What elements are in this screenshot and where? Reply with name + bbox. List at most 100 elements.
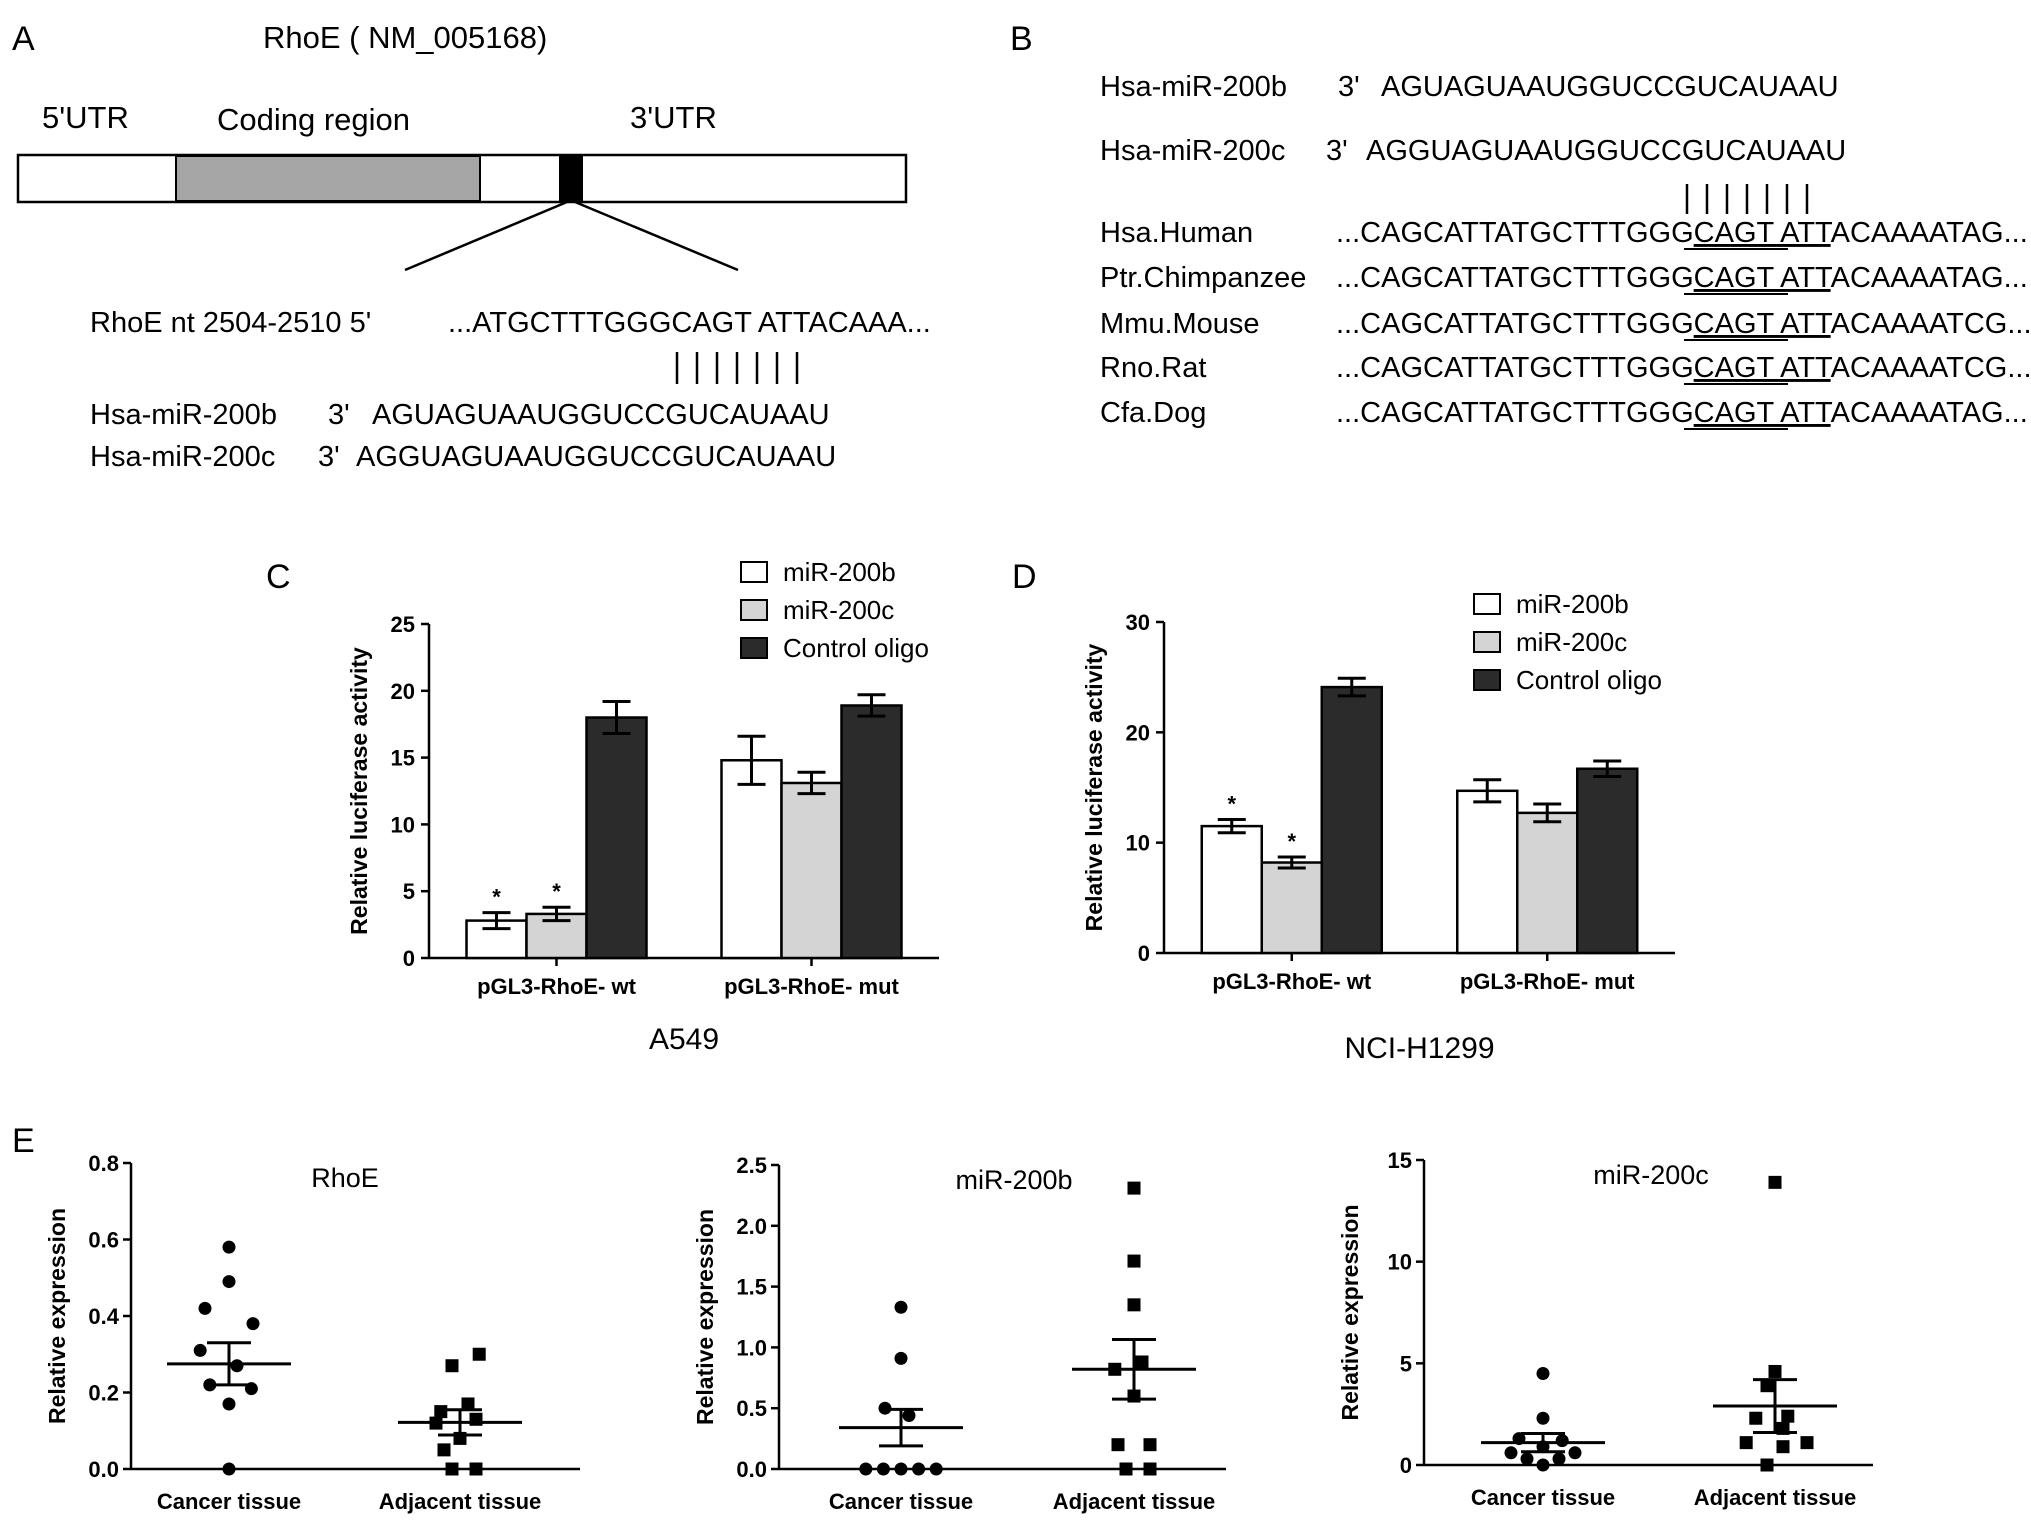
- data-point: [222, 1397, 236, 1411]
- y-tick-label: 0.4: [88, 1304, 119, 1329]
- y-tick-label: 0.6: [88, 1228, 119, 1253]
- category-label: pGL3-RhoE- wt: [477, 974, 637, 999]
- data-point: [1536, 1411, 1550, 1425]
- y-tick-label: 30: [1126, 610, 1150, 635]
- chart-d-luciferase-h1299: 0 10 20 30 Relative luciferase activity * * pGL…: [1081, 589, 1675, 1065]
- data-point: [1768, 1364, 1782, 1378]
- data-point: [198, 1301, 212, 1315]
- bar: [585, 716, 648, 960]
- data-point: [1504, 1446, 1518, 1460]
- chart-e-mir200b-expression: 0.0 0.5 1.0 1.5 2.0 2.5 Relative expression miR…: [692, 1153, 1226, 1514]
- mir200c-seq-a: AGGUAGUAAUGGUCCGUCAUAAU: [356, 441, 836, 473]
- data-point: [445, 1462, 459, 1476]
- data-point: [894, 1462, 908, 1476]
- coding-region-box: [175, 155, 481, 202]
- legend-swatch: [740, 561, 768, 583]
- species-sequence: ...CAGCATTATGCTTTGGGCAGT ATTACAAAATAG...: [1336, 217, 2028, 249]
- chart-e-mir200c-expression: 0 5 10 15 Relative expression miR-200c Cancer …: [1337, 1148, 1873, 1510]
- category-label: Cancer tissue: [1471, 1485, 1615, 1510]
- y-axis-title: Relative expression: [1337, 1204, 1363, 1420]
- y-tick-label: 15: [391, 746, 415, 771]
- category-label: Adjacent tissue: [1694, 1485, 1857, 1510]
- legend-label: miR-200b: [783, 557, 896, 587]
- y-tick-label: 0.5: [736, 1396, 767, 1421]
- zoom-line-right: [574, 200, 739, 272]
- mir200b-seq-a: AGUAGUAAUGGUCCGUCAUAAU: [372, 399, 830, 431]
- category-label: Adjacent tissue: [1053, 1489, 1216, 1514]
- legend-swatch: [740, 599, 768, 621]
- data-point: [876, 1462, 890, 1476]
- data-point: [1536, 1458, 1550, 1472]
- cell-line-caption: NCI-H1299: [1344, 1032, 1494, 1065]
- data-point: [193, 1343, 207, 1357]
- y-tick-label: 15: [1388, 1148, 1412, 1173]
- data-point: [1760, 1458, 1774, 1472]
- species-sequence: ...CAGCATTATGCTTTGGGCAGT ATTACAAAATAG...: [1336, 397, 2028, 429]
- data-point: [222, 1462, 236, 1476]
- y-tick-label: 5: [403, 879, 415, 904]
- data-point: [1749, 1411, 1763, 1425]
- data-point: [1143, 1438, 1157, 1452]
- y-tick-label: 10: [1388, 1250, 1412, 1275]
- category-label: Cancer tissue: [829, 1489, 973, 1514]
- chart-c-luciferase-a549: 0 5 10 15 20 25 Relative luciferase activity * *…: [346, 557, 939, 1056]
- y-tick-label: 0.8: [88, 1151, 119, 1176]
- panel-c-letter: C: [266, 558, 291, 596]
- y-tick-label: 10: [1126, 831, 1150, 856]
- data-point: [222, 1240, 236, 1254]
- species-name: Ptr.Chimpanzee: [1100, 262, 1306, 294]
- data-point: [246, 1317, 260, 1331]
- legend-label: Control oligo: [1516, 665, 1662, 695]
- legend-swatch: [1473, 669, 1501, 691]
- data-point: [1552, 1452, 1566, 1466]
- panel-b: B Hsa-miR-200b 3' AGUAGUAAUGGUCCGUCAUAAU…: [1010, 20, 2031, 430]
- y-axis-title: Relative expression: [44, 1208, 70, 1424]
- species-name: Mmu.Mouse: [1100, 308, 1260, 340]
- data-point: [437, 1443, 451, 1457]
- y-tick-label: 2.0: [736, 1214, 767, 1239]
- plot-title: miR-200c: [1593, 1160, 1709, 1190]
- data-point: [1568, 1446, 1582, 1460]
- bar: [780, 781, 843, 960]
- significance-star: *: [1287, 829, 1296, 854]
- bar: [1320, 685, 1383, 955]
- y-tick-label: 20: [1126, 720, 1150, 745]
- data-point: [894, 1351, 908, 1365]
- mir200c-end-b: 3': [1326, 135, 1348, 167]
- legend-label: miR-200c: [783, 595, 894, 625]
- bar: [1200, 824, 1263, 955]
- y-tick-label: 10: [391, 812, 415, 837]
- data-point: [912, 1462, 926, 1476]
- mir200c-name-b: Hsa-miR-200c: [1100, 135, 1285, 167]
- data-point: [1143, 1462, 1157, 1476]
- species-sequence: ...CAGCATTATGCTTTGGGCAGT ATTACAAAATAG...: [1336, 262, 2028, 294]
- data-point: [1127, 1298, 1141, 1312]
- data-point: [894, 1300, 908, 1314]
- bar: [1456, 789, 1519, 955]
- mir200c-name-a: Hsa-miR-200c: [90, 441, 275, 473]
- category-label: Adjacent tissue: [379, 1489, 542, 1514]
- y-tick-label: 1.0: [736, 1335, 767, 1360]
- pairing-bars-a: [675, 352, 799, 384]
- legend-label: Control oligo: [783, 633, 929, 663]
- y-axis-title: Relative luciferase activity: [1081, 643, 1107, 931]
- species-name: Cfa.Dog: [1100, 397, 1206, 429]
- y-tick-label: 20: [391, 679, 415, 704]
- legend-swatch: [1473, 631, 1501, 653]
- significance-star: *: [492, 885, 501, 910]
- data-point: [222, 1275, 236, 1289]
- bar: [840, 704, 903, 960]
- species-name: Hsa.Human: [1100, 217, 1253, 249]
- panel-e-letter: E: [12, 1122, 35, 1160]
- utr3-label: 3'UTR: [630, 100, 717, 135]
- legend-label: miR-200b: [1516, 589, 1629, 619]
- y-tick-label: 2.5: [736, 1153, 767, 1178]
- data-point: [929, 1462, 943, 1476]
- species-sequence: ...CAGCATTATGCTTTGGGCAGT ATTACAAAATCG...: [1336, 352, 2031, 384]
- plot-title: miR-200b: [955, 1165, 1072, 1195]
- data-point: [1768, 1175, 1782, 1189]
- data-point: [461, 1397, 475, 1411]
- bar: [1260, 861, 1323, 955]
- data-point: [1520, 1452, 1534, 1466]
